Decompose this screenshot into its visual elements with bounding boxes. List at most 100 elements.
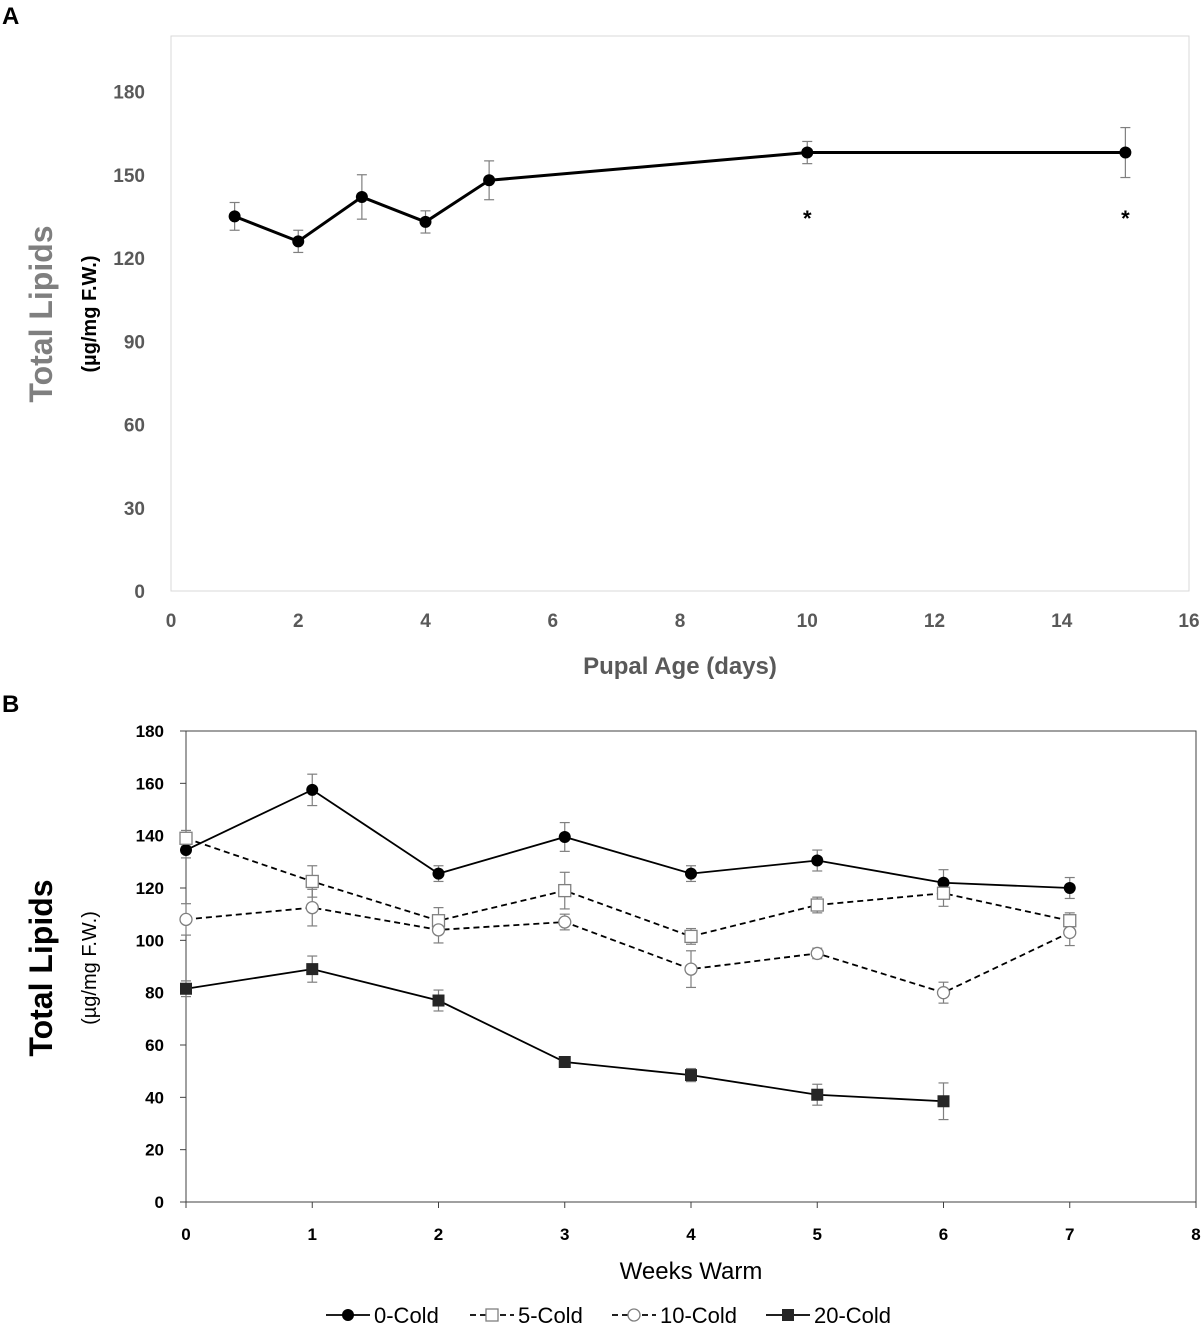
panel-a-x-tick-label: 12 [924,611,945,632]
panel-b-data-point-5-cold [179,831,193,845]
panel-b-data-point-20-cold [306,963,319,976]
panel-b-y-tick-label: 120 [136,879,164,898]
panel-a-y-axis-label: Total Lipids [23,225,59,402]
panel-a-y-tick-label: 90 [124,332,145,353]
panel-b-data-point-10-cold [305,900,319,915]
panel-b-data-point-0-cold [180,844,192,857]
panel-b-data-point-0-cold [937,876,950,889]
panel-b-data-point-20-cold [180,982,192,995]
panel-a-data-point [292,235,305,248]
panel-a-x-tick-label: 6 [547,611,558,632]
panel-a-y-axis-units: (µg/mg F.W.) [79,255,101,372]
panel-a-x-tick-label: 16 [1178,611,1199,632]
panel-b-y-tick-label: 80 [145,984,164,1003]
panel-a-chart: A 0 30 60 90 120 150 180 0 2 4 6 8 10 12 14 16 * * Pupa… [2,3,1200,680]
panel-a-series-line [234,151,1126,244]
panel-a-plot-frame [170,35,1190,592]
panel-b-data-point-20-cold [937,1095,950,1108]
panel-b-y-tick-label: 20 [145,1141,164,1160]
panel-b-data-point-5-cold [305,874,319,889]
panel-b-data-point-5-cold [936,886,951,900]
panel-a-data-point [483,174,496,187]
panel-b-series-line-0-cold [185,788,1070,889]
panel-b-data-point-10-cold [179,912,193,927]
panel-b-y-axis-units: (µg/mg F.W.) [79,911,101,1025]
panel-b-y-tick-label: 180 [136,722,164,741]
panel-b-data-point-10-cold [936,986,951,1000]
panel-a-x-tick-label: 4 [420,611,431,632]
panel-a-significance-marker: * [803,206,812,231]
legend-label-5-cold: 5-Cold [518,1303,583,1324]
panel-b-chart: B 0 20 40 60 80 100 120 140 160 180 0 1 2 3 4 5 6 7 8 Wee… [2,691,1201,1324]
panel-b-label: B [2,691,19,718]
panel-b-data-point-5-cold [1063,914,1077,928]
legend-label-0-cold: 0-Cold [374,1303,439,1324]
panel-b-x-axis-label: Weeks Warm [620,1258,763,1285]
panel-b-x-tick-label: 7 [1065,1225,1074,1244]
panel-a-x-tick-label: 2 [293,611,304,632]
panel-a-data-point [801,146,814,159]
panel-a-data-point [228,210,241,223]
panel-b-data-point-20-cold [558,1056,571,1069]
panel-b-data-point-10-cold [810,946,824,961]
panel-b-data-point-5-cold [810,898,824,912]
panel-b-y-axis-label: Total Lipids [23,879,59,1056]
panel-b-x-tick-label: 5 [813,1225,822,1244]
panel-b-x-tick-label: 1 [308,1225,317,1244]
panel-b-x-tick-label: 8 [1191,1225,1200,1244]
panel-b-data-point-10-cold [1063,925,1077,940]
panel-b-data-point-10-cold [684,962,698,976]
panel-b-data-point-0-cold [811,854,824,867]
panel-b-data-point-5-cold [684,929,698,944]
panel-b-legend: 0-Cold 5-Cold 10-Cold 20-Cold [326,1303,891,1324]
panel-b-y-tick-label: 100 [136,931,164,950]
panel-a-label: A [2,3,19,30]
panel-b-x-tick-label: 6 [939,1225,948,1244]
panel-a-x-tick-label: 14 [1051,611,1073,632]
panel-b-series-line-20-cold [185,968,944,1103]
panel-b-data-point-20-cold [811,1088,824,1101]
panel-a-y-tick-label: 150 [113,166,145,187]
panel-a-y-tick-label: 180 [113,83,145,104]
legend-label-20-cold: 20-Cold [814,1303,891,1324]
panel-b-y-tick-label: 40 [145,1088,164,1107]
legend-marker-5-cold [485,1308,499,1322]
panel-b-x-tick-label: 3 [560,1225,569,1244]
panel-a-data-point [355,190,368,203]
panel-b-x-tick-label: 4 [686,1225,696,1244]
panel-b-series-line-10-cold [185,906,1071,994]
panel-b-data-point-10-cold [558,915,572,929]
panel-b-data-point-0-cold [685,867,697,880]
panel-a-x-tick-label: 8 [675,611,686,632]
panel-b-data-point-0-cold [1063,882,1076,894]
panel-a-x-axis-label: Pupal Age (days) [583,653,777,680]
panel-a-y-tick-label: 30 [124,499,145,520]
panel-b-data-point-0-cold [432,867,445,880]
panel-a-x-tick-label: 0 [166,611,177,632]
panel-b-data-point-20-cold [685,1069,697,1082]
panel-a-y-tick-label: 60 [124,416,145,437]
legend-marker-0-cold [342,1309,354,1321]
legend-marker-20-cold [782,1309,794,1321]
panel-b-x-tick-label: 2 [434,1225,443,1244]
panel-b-y-tick-label: 60 [145,1036,164,1055]
panel-a-x-tick-label: 10 [797,611,818,632]
legend-label-10-cold: 10-Cold [660,1303,737,1324]
panel-b-series-line-5-cold [185,837,1070,938]
panel-b-data-point-0-cold [306,783,319,796]
panel-b-data-point-0-cold [558,830,571,843]
panel-b-y-tick-label: 160 [136,774,164,793]
legend-marker-10-cold [627,1308,641,1322]
panel-b-y-tick-label: 140 [136,827,164,846]
panel-b-x-tick-label: 0 [181,1225,190,1244]
panel-b-data-point-10-cold [431,923,446,937]
panel-b-data-point-5-cold [558,883,572,898]
panel-a-y-tick-label: 0 [134,582,145,603]
panel-b-y-tick-label: 0 [155,1193,164,1212]
panel-a-data-point [1119,146,1132,159]
panel-a-data-point [419,215,432,228]
panel-b-data-point-20-cold [432,994,445,1007]
panel-a-significance-marker: * [1121,206,1130,231]
panel-a-y-tick-label: 120 [113,249,145,270]
